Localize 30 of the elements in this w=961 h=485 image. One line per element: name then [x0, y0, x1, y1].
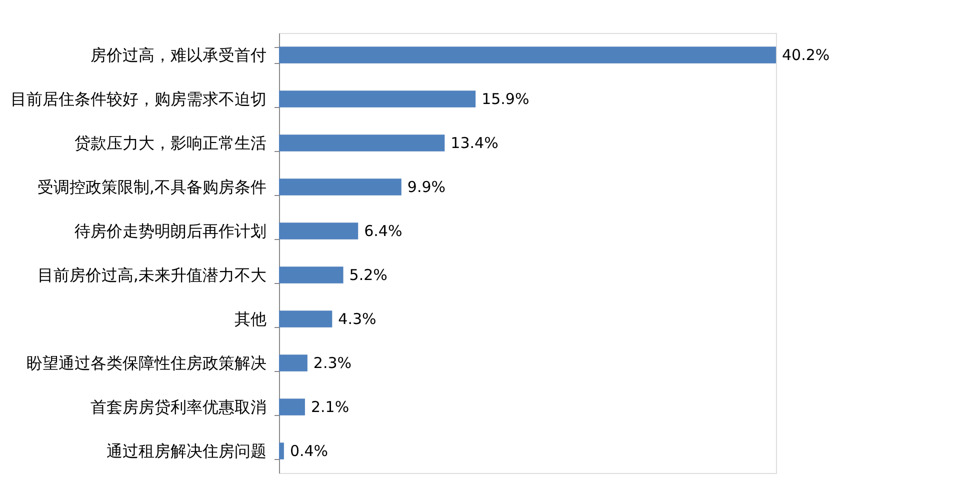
data-label: 2.1%: [310, 398, 350, 416]
bar: [279, 266, 344, 284]
bar: [279, 46, 776, 64]
data-label: 9.9%: [407, 178, 446, 196]
y-tick-label: 通过租房解决住房问题: [106, 442, 266, 460]
bar: [279, 442, 284, 460]
y-tick-label: 首套房房贷利率优惠取消: [90, 398, 266, 416]
data-label: 4.3%: [338, 310, 376, 328]
bar: [279, 178, 402, 196]
bar: [279, 398, 305, 416]
data-label: 2.3%: [313, 354, 352, 372]
y-tick-label: 目前房价过高,未来升值潜力不大: [37, 266, 266, 284]
data-label: 13.4%: [450, 134, 498, 152]
y-tick-label: 目前居住条件较好，购房需求不迫切: [10, 90, 266, 108]
y-tick-label: 待房价走势明朗后再作计划: [74, 222, 266, 240]
data-label: 6.4%: [364, 222, 402, 240]
bar: [279, 222, 358, 240]
data-label: 15.9%: [482, 90, 530, 108]
bar: [279, 134, 445, 152]
y-tick-label: 房价过高，难以承受首付: [90, 46, 266, 64]
bar: [279, 90, 476, 108]
bar: [279, 354, 308, 372]
y-tick-label: 贷款压力大，影响正常生活: [74, 134, 266, 152]
y-tick-label: 受调控政策限制,不具备购房条件: [37, 178, 266, 196]
y-tick-label: 其他: [234, 310, 266, 328]
bar: [279, 310, 332, 328]
data-label: 0.4%: [290, 442, 328, 460]
data-label: 5.2%: [349, 266, 388, 284]
y-tick-label: 盼望通过各类保障性住房政策解决: [26, 354, 266, 372]
data-label: 40.2%: [782, 46, 830, 64]
